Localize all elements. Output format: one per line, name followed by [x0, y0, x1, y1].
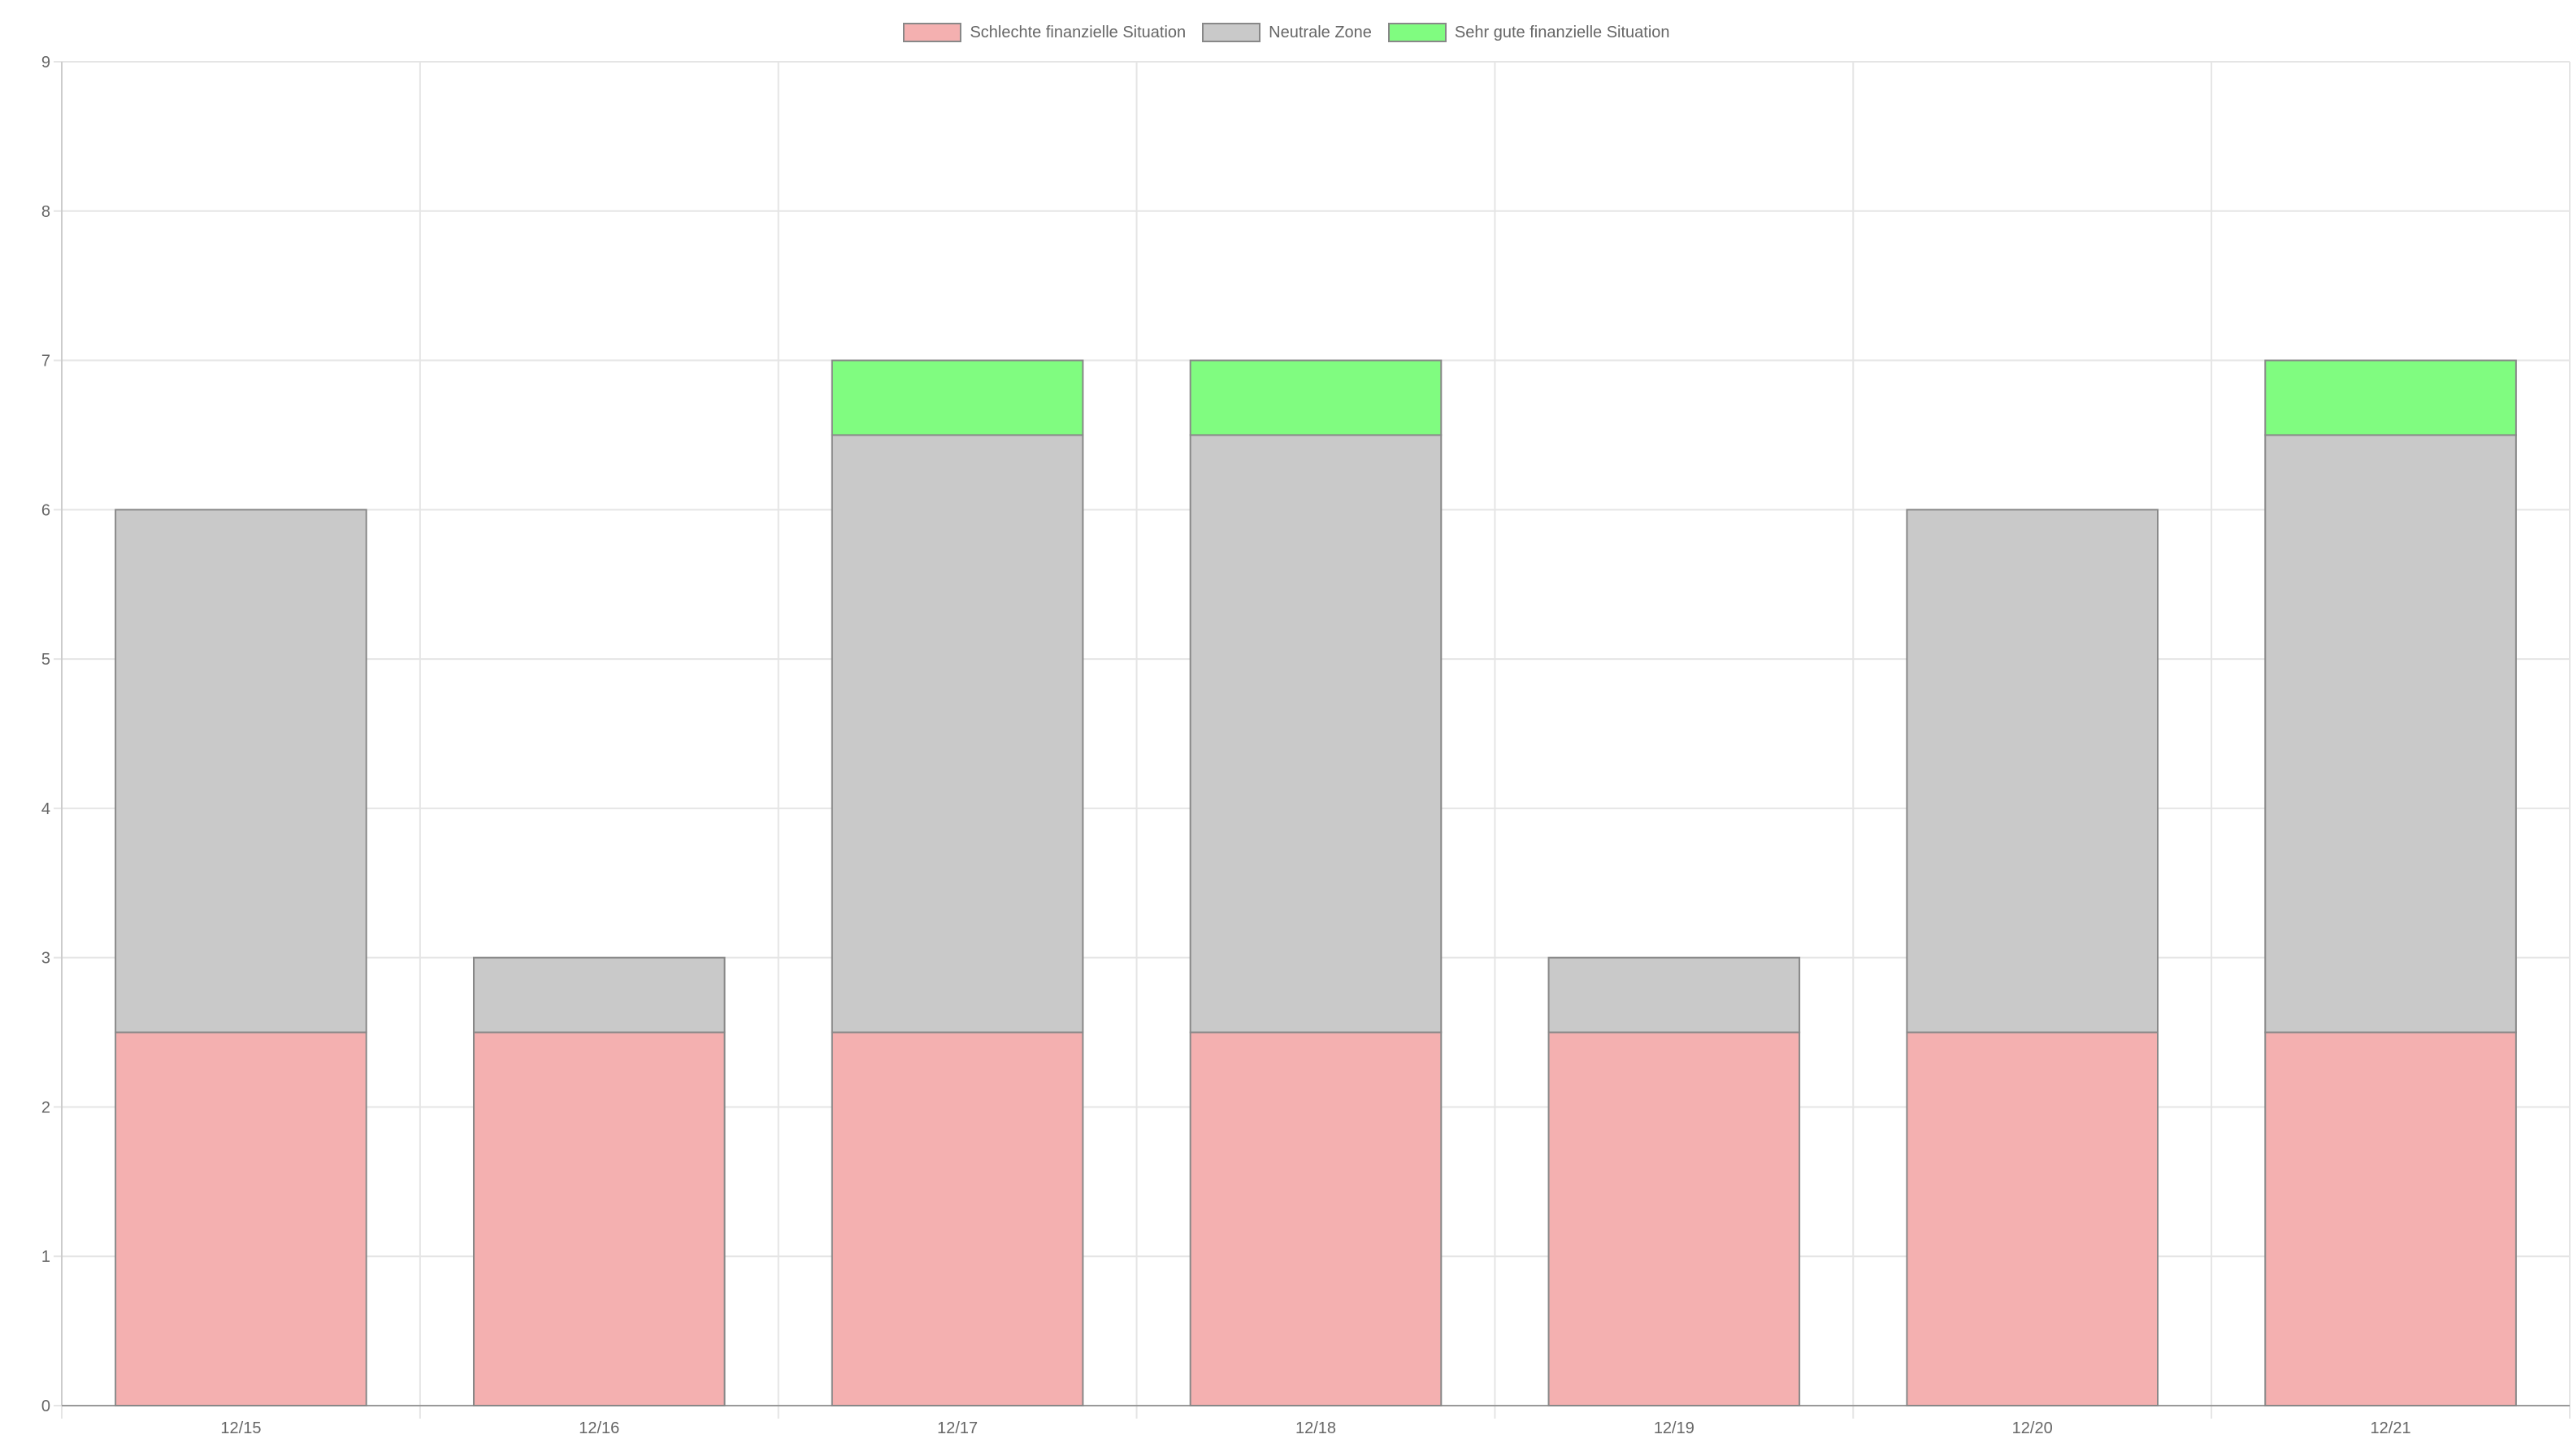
legend-swatch	[903, 23, 962, 42]
legend-item[interactable]: Neutrale Zone	[1202, 23, 1372, 42]
y-tick-label: 8	[41, 203, 50, 221]
x-tick-label: 12/20	[2012, 1419, 2053, 1437]
bar-segment-0	[1906, 1031, 2159, 1406]
x-tick-label: 12/18	[1295, 1419, 1336, 1437]
bar-segment-0	[2264, 1031, 2517, 1406]
bar-segment-0	[1547, 1031, 1801, 1406]
legend-item[interactable]: Schlechte finanzielle Situation	[903, 23, 1186, 42]
y-tick-label: 9	[41, 54, 50, 72]
bar-segment-0	[1189, 1031, 1443, 1406]
legend-swatch	[1202, 23, 1261, 42]
x-tick-label: 12/16	[579, 1419, 619, 1437]
bar-segment-2	[831, 359, 1084, 436]
y-tick-label: 2	[41, 1098, 50, 1116]
y-tick-label: 5	[41, 651, 50, 669]
legend-swatch	[1387, 23, 1447, 42]
bar-segment-0	[115, 1031, 367, 1406]
y-tick-label: 4	[41, 800, 50, 818]
bar-segment-1	[2264, 434, 2517, 1034]
bar-segment-1	[1189, 434, 1443, 1034]
bar-segment-1	[472, 956, 726, 1034]
bar-segment-2	[1189, 359, 1443, 436]
y-tick-label: 1	[41, 1248, 50, 1266]
bar-segment-1	[115, 509, 367, 1034]
bar-segment-0	[472, 1031, 726, 1406]
y-tick-label: 0	[41, 1398, 50, 1415]
x-tick-label: 12/19	[1654, 1419, 1694, 1437]
x-tick-label: 12/21	[2371, 1419, 2411, 1437]
legend-label: Schlechte finanzielle Situation	[970, 23, 1187, 41]
bar-segment-2	[2264, 359, 2517, 436]
legend-label: Sehr gute finanzielle Situation	[1454, 23, 1670, 41]
y-tick-label: 7	[41, 353, 50, 370]
x-tick-label: 12/17	[937, 1419, 978, 1437]
bar-segment-0	[831, 1031, 1084, 1406]
bar-segment-1	[1906, 509, 2159, 1034]
bar-segment-1	[831, 434, 1084, 1034]
y-tick-label: 3	[41, 950, 50, 968]
x-tick-label: 12/15	[220, 1419, 261, 1437]
legend-item[interactable]: Sehr gute finanzielle Situation	[1387, 23, 1670, 42]
bar-segment-1	[1547, 956, 1801, 1034]
legend-label: Neutrale Zone	[1269, 23, 1372, 41]
chart-legend: Schlechte finanzielle Situation Neutrale …	[0, 23, 2573, 42]
y-tick-label: 6	[41, 501, 50, 519]
